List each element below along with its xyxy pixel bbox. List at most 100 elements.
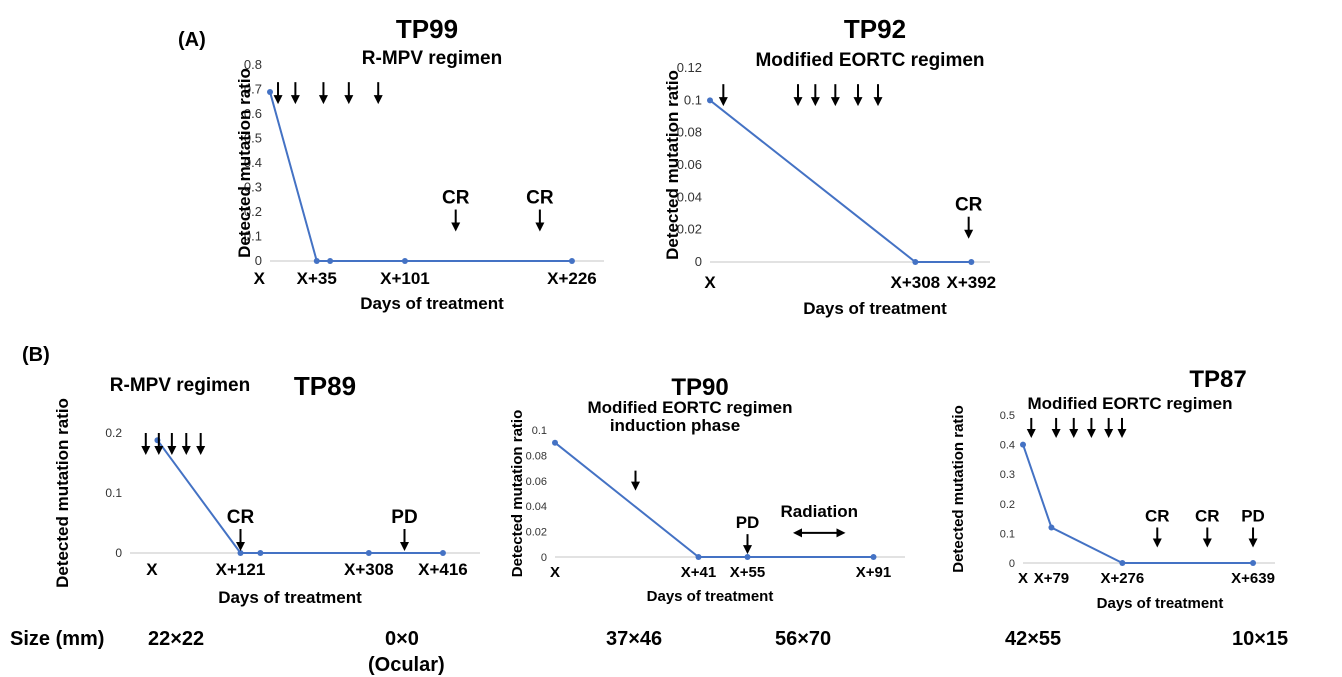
- tp87-arrow-head: [1051, 428, 1061, 438]
- tp99-arrow-head: [290, 95, 300, 105]
- tp90-xlabel: Days of treatment: [647, 588, 774, 605]
- tp89-arrow-head: [181, 446, 191, 455]
- tp92-arrow-head: [810, 97, 820, 107]
- tp92-data-point: [707, 97, 713, 104]
- tp87-title: TP87: [1189, 366, 1246, 393]
- tp90-interval-label: Radiation: [781, 502, 858, 521]
- tp92-title: TP92: [844, 14, 906, 44]
- tp90-xtick-label: X+41: [681, 564, 716, 581]
- tp87-arrow-label: PD: [1241, 506, 1265, 525]
- tp92-subtitle: Modified EORTC regimen: [755, 50, 984, 71]
- tp87-arrow-head: [1117, 428, 1127, 438]
- tp99-xtick-label: X+226: [547, 269, 597, 288]
- tp89-data-point: [365, 550, 372, 556]
- tp87-data-point: [1020, 441, 1026, 448]
- tp90-ytick-label: 0.1: [532, 425, 547, 437]
- tp99-xtick-label: X+101: [380, 269, 430, 288]
- tp89-ytick-label: 0.1: [105, 486, 122, 500]
- tp92-ytick-label: 0: [695, 254, 702, 269]
- chart-tp89: TP89 R-MPV regimen 0 0.1 0.2 Detected mutatio…: [53, 371, 480, 607]
- tp99-ytick-label: 0: [255, 253, 262, 268]
- tp87-arrow-label: CR: [1195, 506, 1220, 525]
- tp92-arrow-label: CR: [955, 195, 983, 216]
- tp92-arrow-head: [830, 97, 840, 107]
- tp92-arrow-head: [964, 229, 974, 239]
- tp90-arrow-label: PD: [736, 513, 760, 532]
- tp92-ytick-label: 0.1: [684, 92, 702, 107]
- tp89-arrow-head: [196, 446, 206, 455]
- tp99-xtick-label: X: [254, 269, 266, 288]
- tp89-ylabel: Detected mutation ratio: [53, 398, 72, 588]
- tp92-xtick-label: X: [704, 273, 716, 292]
- tp89-ytick-label: 0: [115, 546, 122, 560]
- tp90-data-point: [695, 554, 702, 560]
- tp99-xtick-label: X+35: [297, 269, 337, 288]
- tp92-ytick-label: 0.02: [677, 222, 702, 237]
- tp99-data-point: [568, 258, 575, 264]
- tp89-arrow-label: CR: [227, 507, 255, 528]
- tp92-ytick-label: 0.04: [677, 189, 702, 204]
- tp92-ylabel: Detected mutation ratio: [663, 70, 682, 260]
- tp87-xtick-label: X+276: [1100, 570, 1144, 587]
- tp87-data-point: [1119, 560, 1126, 566]
- chart-tp92: TP92 Modified EORTC regimen 0 0.02 0.04 0.06 0…: [663, 14, 997, 318]
- tp99-arrow-label: CR: [526, 188, 554, 209]
- tp87-ytick-label: 0.5: [1000, 410, 1015, 422]
- tp92-xtick-label: X+392: [947, 273, 997, 292]
- tp89-data-point: [439, 550, 446, 556]
- tp99-arrow-head: [451, 222, 461, 232]
- tp89-ytick-label: 0.2: [105, 426, 122, 440]
- tp92-ytick-label: 0.06: [677, 157, 702, 172]
- tp89-title: TP89: [294, 371, 356, 401]
- tp90-interval-head-right: [836, 528, 846, 538]
- tp87-xtick-label: X+639: [1231, 570, 1275, 587]
- tp99-ytick-label: 0.6: [244, 106, 262, 121]
- tp90-ylabel: Detected mutation ratio: [509, 410, 526, 578]
- tp99-arrow-head: [373, 95, 383, 105]
- tp99-arrow-head: [535, 222, 545, 232]
- tp87-arrow-label: CR: [1145, 506, 1170, 525]
- tp89-arrow-head: [400, 542, 410, 551]
- tp99-xlabel: Days of treatment: [360, 294, 504, 313]
- tp99-ytick-label: 0.8: [244, 57, 262, 72]
- tp87-arrow-head: [1202, 538, 1212, 548]
- tp99-arrow-label: CR: [442, 188, 470, 209]
- tp99-data-point: [313, 258, 320, 264]
- tp92-ytick-label: 0.08: [677, 125, 702, 140]
- tp92-arrow-head: [873, 97, 883, 107]
- size-tp89-second: 0×0: [385, 628, 419, 650]
- tp92-data-point: [912, 259, 919, 265]
- tp90-data-point: [552, 439, 558, 446]
- tp89-xtick-label: X: [146, 560, 158, 579]
- tp89-arrow-label: PD: [391, 507, 417, 528]
- tp87-arrow-head: [1026, 428, 1036, 438]
- size-tp89-first: 22×22: [148, 628, 205, 650]
- tp87-arrow-head: [1086, 428, 1096, 438]
- tp89-xtick-label: X+308: [344, 560, 394, 579]
- size-tp90-second: 56×70: [775, 628, 832, 650]
- tp90-subtitle-2: induction phase: [610, 416, 740, 435]
- panel-label-a: (A): [178, 29, 206, 51]
- tp87-xlabel: Days of treatment: [1097, 595, 1224, 612]
- tp87-arrow-head: [1069, 428, 1079, 438]
- tp90-ytick-label: 0.04: [526, 501, 547, 513]
- tp90-subtitle: Modified EORTC regimen: [588, 398, 793, 417]
- tp90-ytick-label: 0.08: [526, 450, 547, 462]
- tp92-xtick-label: X+308: [891, 273, 941, 292]
- tp89-arrow-head: [154, 446, 164, 455]
- tp99-ytick-label: 0.5: [244, 131, 262, 146]
- tp90-interval-head-left: [793, 528, 802, 538]
- tp90-ytick-label: 0.06: [526, 476, 547, 488]
- tp99-arrow-head: [344, 95, 354, 105]
- tp87-arrow-head: [1104, 428, 1114, 438]
- tp92-xlabel: Days of treatment: [803, 299, 947, 318]
- tp92-arrow-head: [793, 97, 803, 107]
- tp99-ytick-label: 0.3: [244, 180, 262, 195]
- tp89-xlabel: Days of treatment: [218, 588, 362, 607]
- tp90-title: TP90: [671, 374, 728, 401]
- tp92-data-point: [968, 259, 975, 265]
- tp87-ytick-label: 0.1: [1000, 528, 1015, 540]
- panel-label-b: (B): [22, 344, 50, 366]
